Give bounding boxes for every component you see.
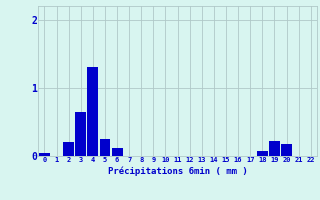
Bar <box>75 112 86 156</box>
Bar <box>39 153 50 156</box>
Bar <box>269 141 280 156</box>
Bar <box>63 142 74 156</box>
Bar <box>87 67 98 156</box>
Bar <box>281 144 292 156</box>
Bar <box>100 139 110 156</box>
Bar <box>112 148 123 156</box>
Bar <box>257 151 268 156</box>
X-axis label: Précipitations 6min ( mm ): Précipitations 6min ( mm ) <box>108 166 247 176</box>
